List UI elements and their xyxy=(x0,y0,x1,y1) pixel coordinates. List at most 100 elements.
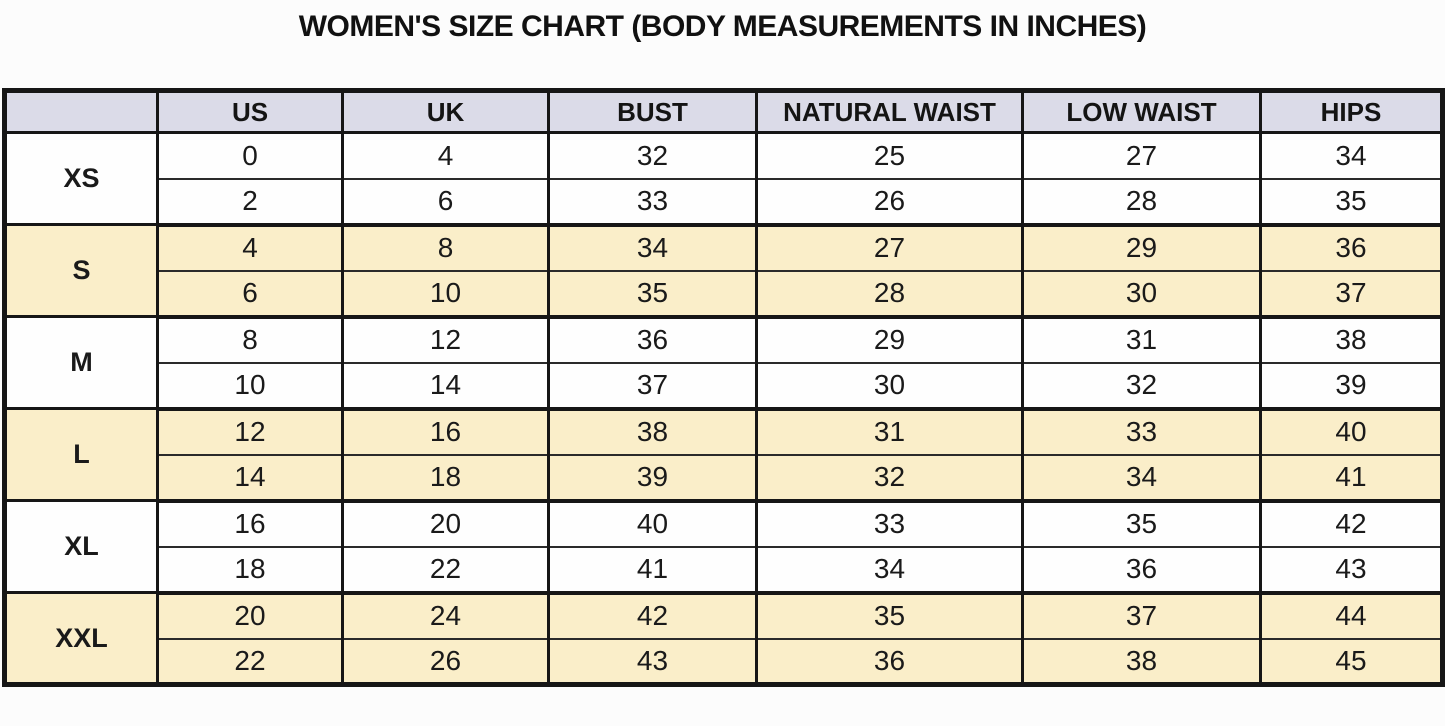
table-cell: 0 xyxy=(156,131,344,180)
table-cell: 34 xyxy=(1259,131,1444,180)
table-cell: 36 xyxy=(755,637,1024,687)
table-cell: 35 xyxy=(1021,499,1262,548)
table-cell: 36 xyxy=(1021,545,1262,595)
table-cell: 37 xyxy=(1021,591,1262,640)
table-cell: 20 xyxy=(156,591,344,640)
table-cell: 39 xyxy=(547,453,758,503)
table-cell: 32 xyxy=(547,131,758,180)
table-cell: 42 xyxy=(547,591,758,640)
table-cell: 38 xyxy=(1021,637,1262,687)
table-cell: 18 xyxy=(341,453,550,503)
header-row: US UK BUST NATURAL WAIST LOW WAIST HIPS xyxy=(3,89,1444,134)
table-cell: 2 xyxy=(156,177,344,227)
table-cell: 38 xyxy=(547,407,758,456)
table-cell: 10 xyxy=(341,269,550,319)
table-row: XXL 20 24 42 35 37 44 xyxy=(3,591,1444,686)
table-cell: 34 xyxy=(1021,453,1262,503)
table-cell: 25 xyxy=(755,131,1024,180)
table-cell: 27 xyxy=(1021,131,1262,180)
table-cell: 20 xyxy=(341,499,550,548)
table-cell: 4 xyxy=(341,131,550,180)
table-cell: 14 xyxy=(341,361,550,411)
header-cell-size xyxy=(3,89,159,134)
table-cell: 26 xyxy=(755,177,1024,227)
table-cell: 22 xyxy=(156,637,344,687)
table-row: S 4 8 34 27 29 36 xyxy=(3,223,1444,318)
table-cell: 40 xyxy=(1259,407,1444,456)
page-title: WOMEN'S SIZE CHART (BODY MEASUREMENTS IN… xyxy=(298,10,1147,43)
table-cell: 39 xyxy=(1259,361,1444,411)
table-cell: 34 xyxy=(755,545,1024,595)
table-cell: 43 xyxy=(547,637,758,687)
table-cell: 41 xyxy=(547,545,758,595)
size-label-m: M xyxy=(3,315,159,410)
table-cell: 28 xyxy=(755,269,1024,319)
size-label-l: L xyxy=(3,407,159,502)
table-row: 14 18 39 32 34 41 xyxy=(5,453,1444,503)
table-cell: 36 xyxy=(547,315,758,364)
table-cell: 4 xyxy=(156,223,344,272)
header-cell-hips: HIPS xyxy=(1259,89,1444,134)
table-cell: 29 xyxy=(1021,223,1262,272)
table-row: 22 26 43 36 38 45 xyxy=(5,637,1444,687)
header-cell-us: US xyxy=(156,89,344,134)
table-row: 18 22 41 34 36 43 xyxy=(5,545,1444,595)
table-header: US UK BUST NATURAL WAIST LOW WAIST HIPS xyxy=(3,89,1444,134)
header-cell-uk: UK xyxy=(341,89,550,134)
header-cell-natural-waist: NATURAL WAIST xyxy=(755,89,1024,134)
table-cell: 28 xyxy=(1021,177,1262,227)
table-cell: 31 xyxy=(1021,315,1262,364)
table-cell: 16 xyxy=(156,499,344,548)
table-cell: 24 xyxy=(341,591,550,640)
table-cell: 32 xyxy=(1021,361,1262,411)
table-cell: 32 xyxy=(755,453,1024,503)
table-cell: 44 xyxy=(1259,591,1444,640)
header-cell-bust: BUST xyxy=(547,89,758,134)
table-cell: 37 xyxy=(547,361,758,411)
table-cell: 33 xyxy=(755,499,1024,548)
table-cell: 36 xyxy=(1259,223,1444,272)
size-label-xl: XL xyxy=(3,499,159,594)
table-cell: 27 xyxy=(755,223,1024,272)
table-cell: 26 xyxy=(341,637,550,687)
table-cell: 33 xyxy=(1021,407,1262,456)
table-cell: 45 xyxy=(1259,637,1444,687)
table-row: XS 0 4 32 25 27 34 xyxy=(3,131,1444,226)
table-cell: 29 xyxy=(755,315,1024,364)
table-cell: 31 xyxy=(755,407,1024,456)
header-cell-low-waist: LOW WAIST xyxy=(1021,89,1262,134)
size-label-xs: XS xyxy=(3,131,159,226)
table-cell: 43 xyxy=(1259,545,1444,595)
table-cell: 14 xyxy=(156,453,344,503)
table-row: 6 10 35 28 30 37 xyxy=(5,269,1444,319)
table-row: XL 16 20 40 33 35 42 xyxy=(3,499,1444,594)
table-cell: 6 xyxy=(156,269,344,319)
table-cell: 22 xyxy=(341,545,550,595)
size-label-xxl: XXL xyxy=(3,591,159,686)
table-cell: 12 xyxy=(341,315,550,364)
table-row: 10 14 37 30 32 39 xyxy=(5,361,1444,411)
table-cell: 16 xyxy=(341,407,550,456)
table-row: L 12 16 38 31 33 40 xyxy=(3,407,1444,502)
table-cell: 30 xyxy=(755,361,1024,411)
table-cell: 10 xyxy=(156,361,344,411)
table-row: 2 6 33 26 28 35 xyxy=(5,177,1444,227)
table-cell: 30 xyxy=(1021,269,1262,319)
table-cell: 37 xyxy=(1259,269,1444,319)
table-cell: 41 xyxy=(1259,453,1444,503)
table-cell: 33 xyxy=(547,177,758,227)
size-label-s: S xyxy=(3,223,159,318)
table-cell: 12 xyxy=(156,407,344,456)
table-cell: 8 xyxy=(156,315,344,364)
table-cell: 38 xyxy=(1259,315,1444,364)
table-cell: 18 xyxy=(156,545,344,595)
size-chart-table: US UK BUST NATURAL WAIST LOW WAIST HIPS … xyxy=(2,88,1445,687)
table-cell: 35 xyxy=(755,591,1024,640)
table-row: M 8 12 36 29 31 38 xyxy=(3,315,1444,410)
table-cell: 34 xyxy=(547,223,758,272)
table-cell: 42 xyxy=(1259,499,1444,548)
table-cell: 8 xyxy=(341,223,550,272)
table-cell: 35 xyxy=(547,269,758,319)
table-cell: 35 xyxy=(1259,177,1444,227)
